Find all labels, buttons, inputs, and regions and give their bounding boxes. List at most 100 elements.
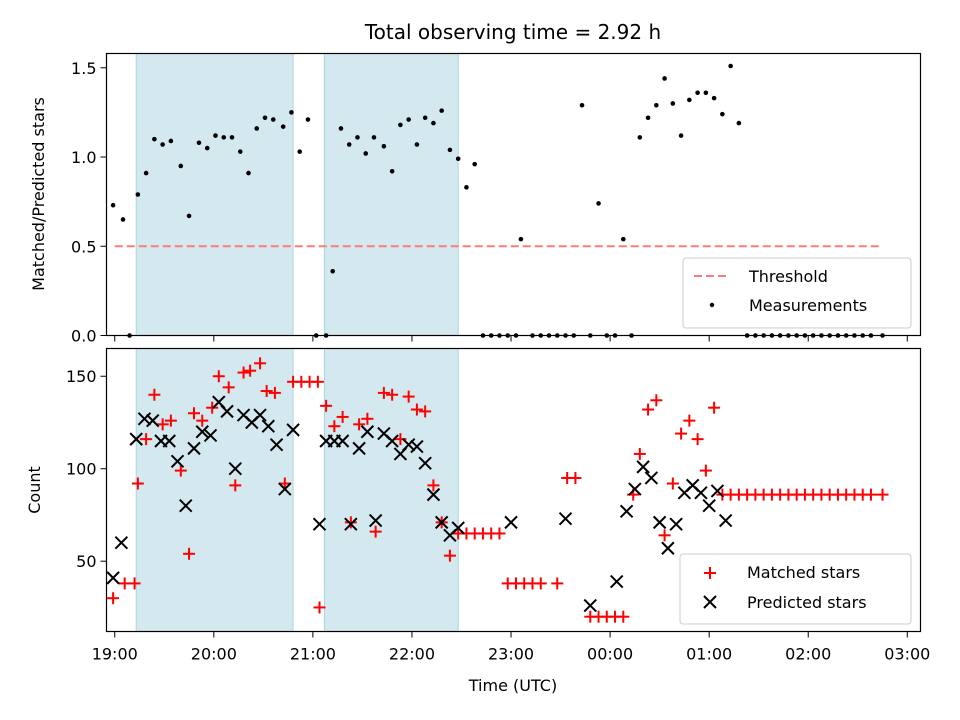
predicted-star-point [162, 434, 176, 448]
predicted-star-point [170, 454, 185, 469]
measurements-series [110, 63, 885, 338]
top-x-axis-ticks [114, 335, 908, 342]
measurement-point [178, 163, 184, 169]
predicted-star-point [278, 482, 292, 496]
top-y-axis-ticks: 0.0 0.5 1.0 1.5 [71, 59, 107, 346]
predicted-star-point [669, 517, 683, 531]
measurement-point [143, 170, 149, 176]
top-shaded-interval-1 [136, 53, 294, 336]
top-y-tick-label: 0.0 [71, 327, 96, 346]
measurement-point [262, 115, 268, 121]
matched-star-point [183, 547, 196, 560]
measurement-point [620, 236, 626, 242]
matched-star-point [864, 488, 877, 501]
measurement-point [254, 126, 260, 131]
measurement-point [389, 168, 395, 174]
predicted-stars-series [106, 395, 733, 613]
measurement-point [186, 213, 192, 219]
bottom-x-axis-ticks: 19:00 20:00 21:00 22:00 23:00 00:00 01:00 02:00… [92, 631, 930, 664]
matched-stars-series [107, 357, 889, 623]
matched-star-point [254, 357, 267, 370]
matched-star-point [320, 399, 333, 412]
top-legend: Threshold Measurements [682, 257, 912, 329]
matched-star-point [188, 407, 201, 420]
measurement-point [472, 161, 477, 167]
matched-star-point [229, 479, 242, 492]
matched-star-point [156, 418, 169, 431]
matched-star-point [196, 414, 209, 427]
matched-star-point [237, 366, 250, 379]
predicted-star-point [710, 484, 725, 498]
matched-star-point [344, 516, 357, 529]
measurement-point [414, 142, 420, 147]
predicted-star-point [619, 504, 634, 518]
measurement-point [695, 90, 700, 96]
matched-star-point [534, 577, 547, 590]
top-shaded-intervals [135, 53, 459, 336]
measurement-point [204, 145, 210, 151]
measurement-point [670, 101, 676, 106]
bottom-y-axis-label: Count [25, 466, 44, 514]
measurements-legend-marker [709, 302, 715, 308]
matched-star-point [328, 420, 341, 433]
measurement-point [406, 117, 411, 122]
predicted-star-point [652, 515, 667, 530]
measurement-point [518, 236, 524, 242]
measurement-point [196, 140, 202, 146]
matched-star-point [140, 433, 153, 446]
measurement-point [422, 115, 428, 121]
measurement-point [381, 144, 387, 149]
measurement-point [213, 133, 218, 138]
matched-star-point [278, 477, 291, 490]
matched-star-point [666, 477, 679, 490]
predicted-star-point [269, 437, 284, 452]
predicted-star-point [410, 439, 424, 454]
measurement-point [330, 268, 336, 274]
predicted-star-point [504, 515, 518, 530]
matched-star-point [633, 447, 646, 460]
predicted-star-point [636, 460, 650, 474]
predicted-star-point [718, 513, 733, 528]
predicted-star-point [644, 471, 659, 485]
predicted-star-point [558, 511, 573, 526]
bottom-legend: Matched stars Predicted stars [679, 553, 912, 625]
x-tick-label: 01:00 [686, 645, 732, 664]
x-tick-label: 20:00 [191, 645, 237, 664]
matched-stars-legend-marker [704, 567, 716, 579]
x-tick-label: 00:00 [587, 645, 633, 664]
x-tick-label: 22:00 [389, 645, 435, 664]
predicted-star-point [195, 425, 209, 439]
matched-star-point [699, 464, 712, 477]
predicted-star-point [179, 499, 193, 513]
top-plot-frame [105, 52, 922, 337]
matched-star-point [268, 386, 281, 399]
predicted-star-point [220, 404, 234, 419]
predicted-star-point [335, 434, 350, 448]
top-y-tick-label: 0.5 [71, 237, 96, 256]
measurement-point [711, 95, 717, 101]
matched-star-point [443, 549, 456, 562]
predicted-star-point [368, 513, 383, 528]
matched-star-point [493, 527, 506, 540]
matched-star-point [336, 410, 349, 423]
matched-star-point [174, 464, 187, 477]
predicted-stars-legend-marker [703, 595, 717, 609]
threshold-legend-label: Threshold [748, 267, 828, 286]
matched-star-point [107, 592, 120, 605]
measurement-point [398, 122, 403, 128]
matched-star-point [260, 385, 273, 398]
measurement-point [687, 97, 692, 103]
measurement-point [431, 120, 436, 126]
predicted-star-point [401, 437, 416, 452]
measurement-point [237, 149, 243, 154]
matched-star-point [402, 390, 415, 403]
matched-star-point [164, 414, 177, 427]
matched-star-point [427, 479, 440, 492]
measurement-point [160, 142, 165, 147]
x-tick-label: 02:00 [785, 645, 831, 664]
bottom-legend-box [679, 553, 912, 625]
measurement-point [579, 102, 585, 108]
matched-stars-legend-label: Matched stars [747, 563, 860, 582]
top-legend-box [682, 257, 912, 329]
